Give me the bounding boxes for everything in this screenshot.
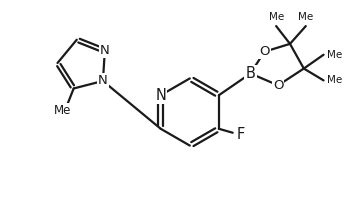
Text: N: N xyxy=(98,74,108,87)
Text: Me: Me xyxy=(54,104,71,117)
Text: B: B xyxy=(246,66,255,81)
Text: Me: Me xyxy=(269,12,284,22)
Text: Me: Me xyxy=(298,12,314,22)
Text: Me: Me xyxy=(326,75,342,85)
Text: N: N xyxy=(155,88,166,103)
Text: F: F xyxy=(237,127,245,142)
Text: O: O xyxy=(259,45,270,58)
Text: O: O xyxy=(273,79,283,92)
Text: Me: Me xyxy=(326,50,342,60)
Text: N: N xyxy=(100,44,110,57)
